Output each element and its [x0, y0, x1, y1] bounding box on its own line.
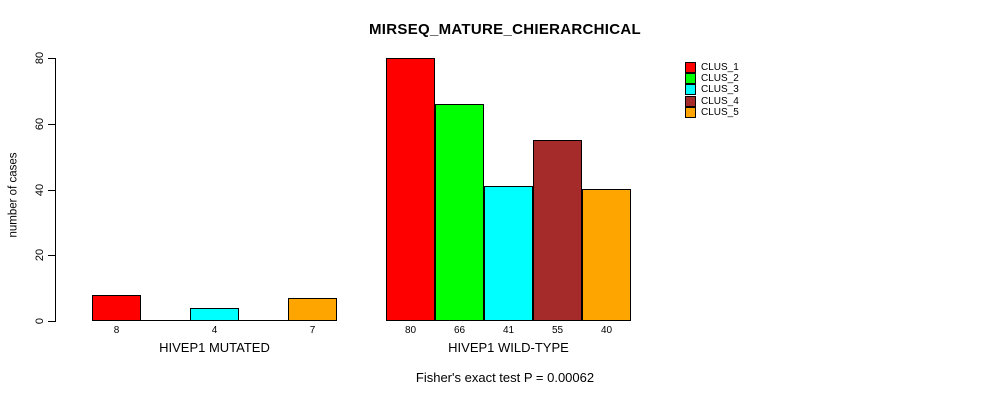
legend-item-clus_1: CLUS_1	[685, 62, 739, 74]
y-tick-label: 60	[34, 117, 46, 130]
bar-clus_3	[484, 186, 533, 321]
legend-swatch	[685, 84, 696, 96]
y-tick	[48, 123, 55, 125]
zero-bar-line-clus_2	[141, 320, 190, 321]
bar-value-label: 41	[502, 325, 515, 336]
legend-swatch	[685, 62, 696, 74]
bar-value-label: 7	[309, 325, 316, 336]
y-axis-label: number of cases	[7, 152, 20, 238]
bar-clus_5	[582, 189, 631, 321]
bar-value-label: 8	[113, 325, 120, 336]
bar-clus_1	[92, 295, 141, 321]
y-tick-label: 40	[34, 183, 46, 196]
legend-label: CLUS_3	[701, 84, 739, 96]
bar-clus_1	[386, 58, 435, 321]
fisher-test-annotation: Fisher's exact test P = 0.00062	[415, 370, 595, 385]
bar-value-label: 4	[211, 325, 218, 336]
bar-clus_2	[435, 104, 484, 321]
bar-clus_3	[190, 308, 239, 321]
legend-item-clus_4: CLUS_4	[685, 95, 739, 107]
bar-value-label: 55	[551, 325, 564, 336]
legend-item-clus_2: CLUS_2	[685, 73, 739, 85]
bar-clus_4	[533, 140, 582, 321]
bar-value-label: 80	[404, 325, 417, 336]
legend-item-clus_3: CLUS_3	[685, 84, 739, 96]
legend-item-clus_5: CLUS_5	[685, 106, 739, 118]
legend-label: CLUS_5	[701, 106, 739, 118]
y-tick	[48, 189, 55, 191]
legend-swatch	[685, 95, 696, 107]
bar-value-label: 40	[600, 325, 613, 336]
bar-value-label: 66	[453, 325, 466, 336]
group-label: HIVEP1 MUTATED	[159, 340, 270, 355]
legend-label: CLUS_2	[701, 73, 739, 85]
bar-clus_5	[288, 298, 337, 321]
legend-swatch	[685, 106, 696, 118]
legend-swatch	[685, 73, 696, 85]
y-tick	[48, 255, 55, 257]
zero-bar-line-clus_4	[239, 320, 288, 321]
legend-label: CLUS_1	[701, 62, 739, 74]
y-tick	[48, 321, 55, 322]
chart-title: MIRSEQ_MATURE_CHIERARCHICAL	[369, 21, 641, 38]
group-label: HIVEP1 WILD-TYPE	[448, 340, 569, 355]
y-tick	[48, 58, 55, 59]
legend-label: CLUS_4	[701, 95, 739, 107]
y-tick-label: 20	[34, 249, 46, 262]
y-tick-label: 0	[34, 317, 46, 325]
y-axis-line	[55, 58, 56, 322]
y-tick-label: 80	[34, 51, 46, 65]
legend: CLUS_1 CLUS_2 CLUS_3 CLUS_4 CLUS_5	[685, 62, 739, 118]
